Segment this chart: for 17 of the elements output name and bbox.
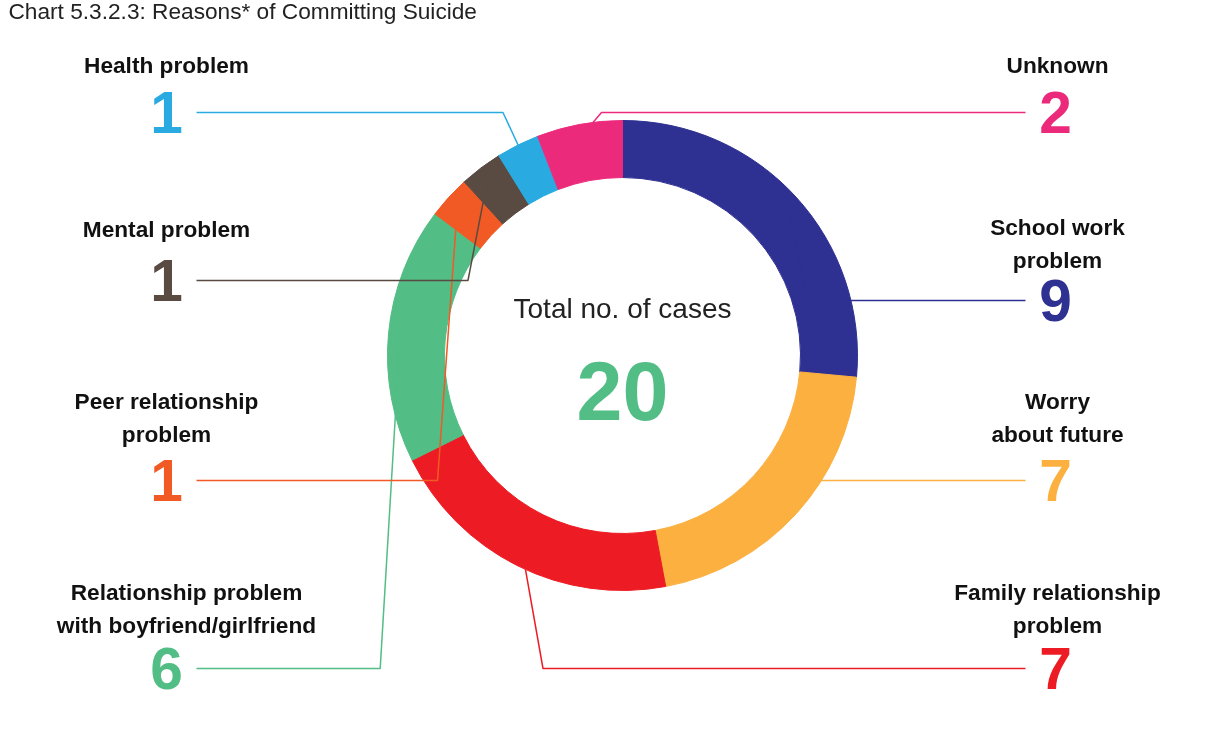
text: Total no. of cases (513, 293, 732, 324)
data-label: 7 (1039, 636, 1072, 701)
slice-label: Health problem (84, 51, 249, 78)
chart-title: Chart 5.3.2.3: Reasons* of Committing Suicide (8, 0, 477, 24)
data-label: 2 (1039, 80, 1072, 145)
slice-label: Worry about future (991, 388, 1124, 447)
slice-label: Peer relationship problem (74, 388, 259, 447)
slice-label: Unknown (1006, 51, 1109, 78)
text: 20 (576, 344, 669, 438)
slice-label: Family relationship problem (954, 579, 1161, 638)
data-label: 7 (1039, 448, 1072, 513)
slice-label: Mental problem (82, 215, 251, 242)
data-label: 1 (150, 448, 183, 513)
data-label: 1 (150, 80, 183, 145)
data-label: 6 (150, 636, 183, 701)
slice-label: Relationship problem with boyfriend/girlfriend (55, 579, 317, 638)
data-label: 1 (150, 248, 183, 313)
